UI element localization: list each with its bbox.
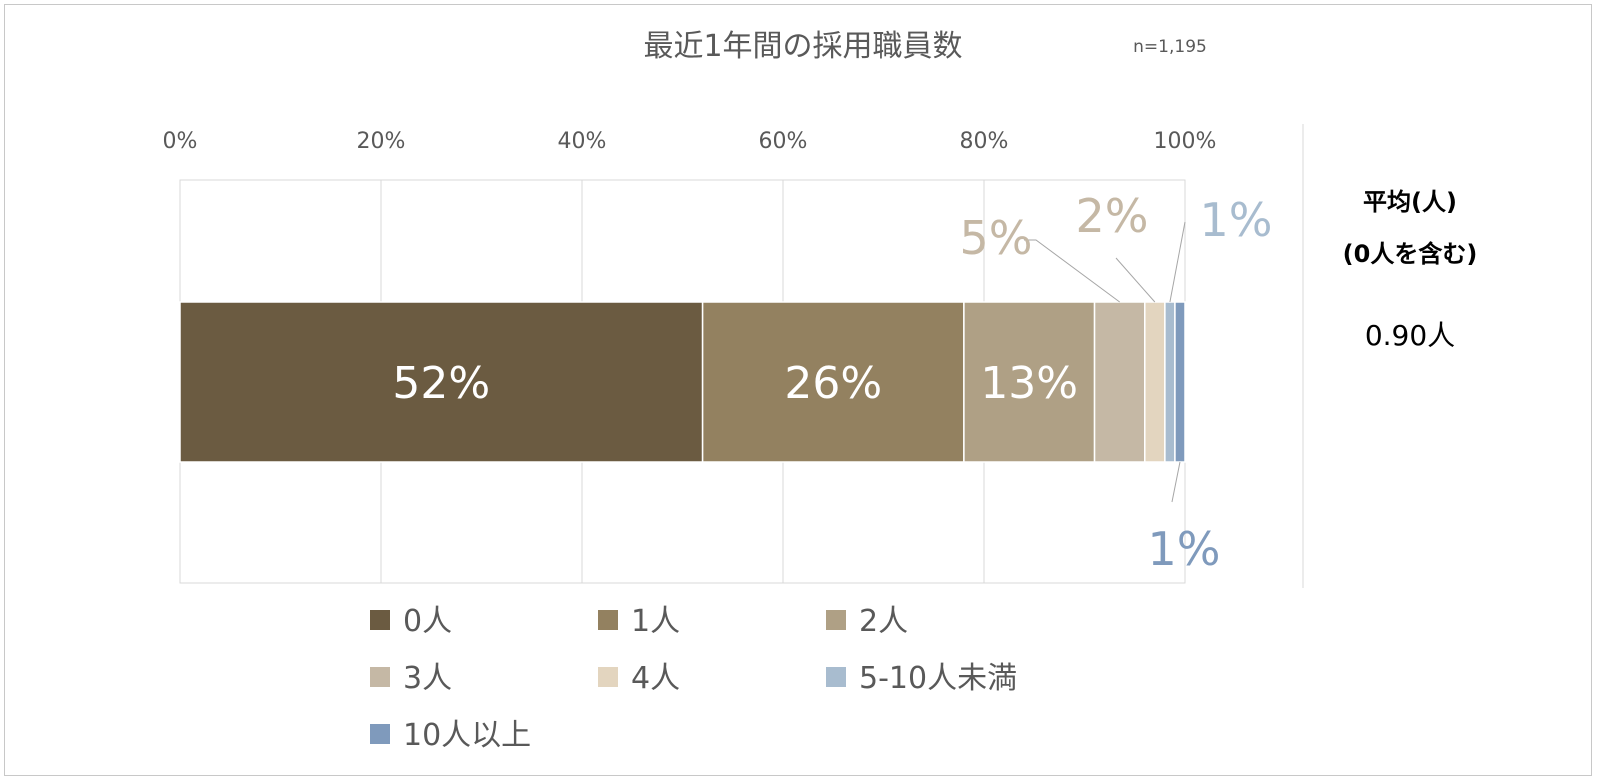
bar-segment (179, 301, 704, 463)
legend-label: 4人 (631, 661, 680, 696)
leader-line (1024, 239, 1120, 303)
data-label: 13% (980, 358, 1078, 409)
data-label: 52% (392, 358, 490, 409)
legend-label: 0人 (403, 604, 452, 639)
data-label: 2% (1076, 189, 1149, 243)
bar-segment (1174, 301, 1186, 463)
data-labels: 52% 26% 13% 5% 2% 1% 1% (392, 189, 1272, 576)
bar-segment (1144, 301, 1166, 463)
legend-label: 5-10人未満 (859, 661, 1017, 696)
average-value: 0.90人 (1365, 319, 1455, 352)
x-axis-ticks: 0% 20% 40% 60% 80% 100% (163, 129, 1217, 154)
legend-swatch (370, 724, 390, 744)
legend-label: 3人 (403, 661, 452, 696)
legend-swatch (598, 667, 618, 687)
x-tick-label: 80% (960, 129, 1009, 154)
legend-label: 10人以上 (403, 718, 531, 753)
x-tick-label: 0% (163, 129, 198, 154)
legend-swatch (826, 667, 846, 687)
legend-swatch (826, 610, 846, 630)
x-tick-label: 60% (759, 129, 808, 154)
sample-size-note: n=1,195 (1133, 37, 1207, 57)
data-label: 5% (960, 211, 1033, 265)
legend-swatch (598, 610, 618, 630)
leader-line (1171, 461, 1181, 503)
legend-label: 2人 (859, 604, 908, 639)
bar-segments (179, 301, 1186, 463)
average-heading-line2: (0人を含む) (1343, 240, 1478, 268)
average-heading-line1: 平均(人) (1363, 188, 1457, 216)
legend: 0人 1人 2人 3人 4人 5-10人未満 10人以上 (370, 604, 1017, 753)
legend-label: 1人 (631, 604, 680, 639)
x-tick-label: 20% (357, 129, 406, 154)
x-tick-label: 40% (558, 129, 607, 154)
bar-segment (1164, 301, 1176, 463)
bar-segment (1093, 301, 1146, 463)
x-tick-label: 100% (1154, 129, 1217, 154)
chart-title: 最近1年間の採用職員数 (643, 29, 962, 64)
leader-line (1115, 257, 1156, 303)
legend-swatch (370, 667, 390, 687)
data-label: 1% (1200, 193, 1273, 247)
data-label: 26% (784, 358, 882, 409)
leader-line (1169, 221, 1186, 303)
legend-swatch (370, 610, 390, 630)
data-label: 1% (1147, 522, 1220, 576)
